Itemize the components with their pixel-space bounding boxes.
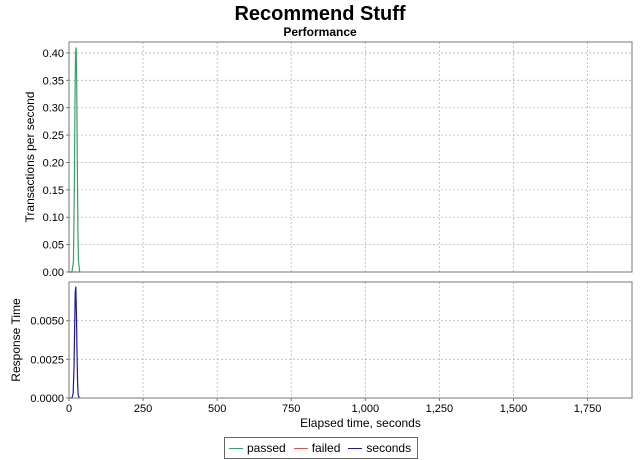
xtick-label-5: 1,250 xyxy=(426,403,454,415)
panel1-ytick-label-2: 0.10 xyxy=(43,212,64,224)
panel1-ytick-label-7: 0.35 xyxy=(43,75,64,87)
panel1-ylabel: Transactions per second xyxy=(23,92,37,223)
panel2-plot-area xyxy=(69,282,632,398)
legend-label-seconds: seconds xyxy=(366,441,412,455)
xtick-label-4: 1,000 xyxy=(352,403,380,415)
panel1-ytick-label-8: 0.40 xyxy=(43,48,64,60)
xtick-label-7: 1,750 xyxy=(574,403,602,415)
panel1-ytick-label-6: 0.30 xyxy=(43,103,64,115)
chart-subtitle: Performance xyxy=(283,25,357,39)
panel1-frame xyxy=(68,41,633,273)
xtick-label-6: 1,500 xyxy=(500,403,528,415)
panel2-series-seconds-line xyxy=(69,286,80,399)
xtick-label-2: 500 xyxy=(208,403,226,415)
legend-swatch-passed xyxy=(229,447,243,449)
xtick-label-3: 750 xyxy=(282,403,300,415)
panel2-frame xyxy=(68,281,633,399)
panel1-ytick-label-5: 0.25 xyxy=(43,130,64,142)
chart-legend: passed failed seconds xyxy=(224,437,419,459)
legend-item-passed: passed xyxy=(229,441,286,455)
chart-canvas: 0.00 0.05 0.10 0.15 0.20 0.25 0.30 0.35 0.40 Tran… xyxy=(9,41,633,430)
panel2-ytick-label-1: 0.0025 xyxy=(30,354,64,366)
panel1-plot-area xyxy=(69,42,632,272)
panel1-ytick-label-1: 0.05 xyxy=(43,240,64,252)
legend-item-failed: failed xyxy=(293,441,341,455)
panel2-ytick-label-2: 0.0050 xyxy=(30,316,64,328)
panel2-ylabel: Response Time xyxy=(9,298,23,382)
legend-swatch-seconds xyxy=(348,447,363,449)
xtick-label-0: 0 xyxy=(66,403,72,415)
legend-item-seconds: seconds xyxy=(348,441,411,455)
panel1-series-passed-line xyxy=(69,47,81,273)
panel1-ytick-label-4: 0.20 xyxy=(43,157,64,169)
panel2-ytick-label-0: 0.0000 xyxy=(30,393,64,405)
legend-label-passed: passed xyxy=(247,441,286,455)
xlabel: Elapsed time, seconds xyxy=(300,416,421,430)
panel1-ytick-label-3: 0.15 xyxy=(43,185,64,197)
panel1-ytick-label-0: 0.00 xyxy=(43,267,64,279)
legend-label-failed: failed xyxy=(311,441,341,455)
chart-title: Recommend Stuff xyxy=(234,3,406,25)
xtick-label-1: 250 xyxy=(134,403,152,415)
legend-swatch-failed xyxy=(293,447,308,449)
